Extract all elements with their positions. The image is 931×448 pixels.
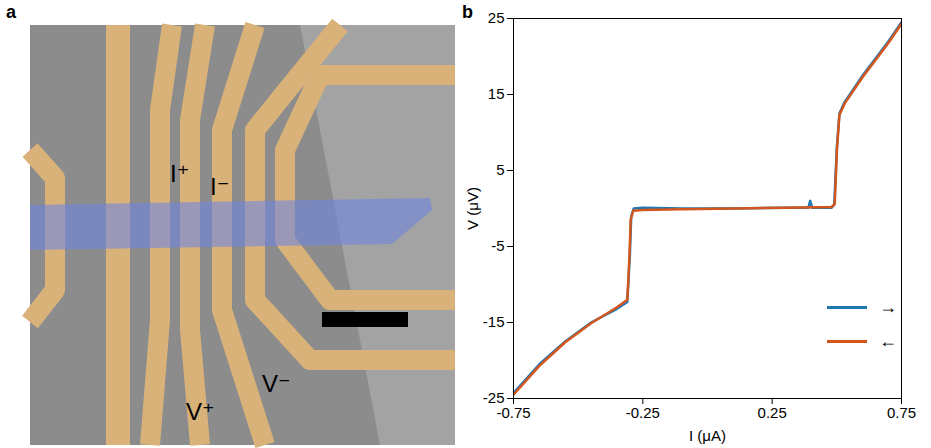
svg-text:I⁺: I⁺ <box>170 160 189 187</box>
svg-text:5: 5 <box>496 161 504 178</box>
svg-text:-5: -5 <box>491 237 504 254</box>
svg-text:V (μV): V (μV) <box>464 187 481 230</box>
html-text:a: a <box>6 2 16 22</box>
svg-text:0.25: 0.25 <box>758 404 787 421</box>
svg-text:V⁺: V⁺ <box>186 398 215 425</box>
svg-text:-25: -25 <box>482 389 505 407</box>
svg-text:I⁻: I⁻ <box>210 173 229 200</box>
svg-text:25: 25 <box>488 9 505 26</box>
svg-text:0.75: 0.75 <box>887 404 916 421</box>
svg-text:V⁻: V⁻ <box>262 370 291 397</box>
svg-text:-0.75: -0.75 <box>496 404 530 421</box>
html-text:b: b <box>462 2 473 22</box>
svg-text:-15: -15 <box>483 313 505 330</box>
svg-text:15: 15 <box>488 85 505 102</box>
svg-text:I (μA): I (μA) <box>689 427 726 444</box>
svg-text:-0.25: -0.25 <box>626 404 660 421</box>
